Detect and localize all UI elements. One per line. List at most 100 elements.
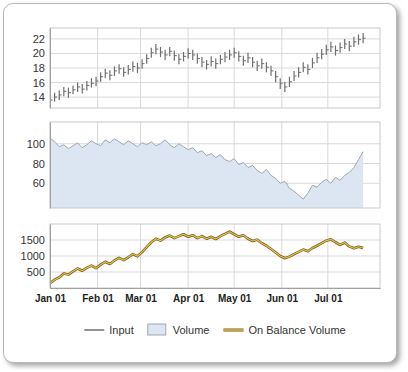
- close-tick: [202, 62, 205, 63]
- close-tick: [234, 52, 237, 53]
- y-tick-label: 14: [33, 91, 45, 103]
- close-tick: [266, 67, 269, 68]
- y-tick-label: 20: [33, 47, 45, 59]
- grid-line-x: [188, 224, 189, 288]
- y-tick-label: 18: [33, 62, 45, 74]
- grid-line-x: [188, 28, 189, 108]
- x-tick: Jan 01: [35, 288, 67, 304]
- y-axis-line: [50, 225, 51, 289]
- close-tick: [207, 64, 210, 65]
- close-tick: [147, 58, 150, 59]
- close-tick: [308, 69, 311, 70]
- legend-swatch-outline: [223, 329, 243, 332]
- y-tick: 16: [33, 77, 50, 89]
- grid-line-y: [50, 82, 380, 83]
- y-tick: 100: [27, 138, 50, 150]
- chart: 14 16 18 20 22 60 80 100 500 1000 1500 Jan 01 Feb 01…: [0, 0, 408, 372]
- close-tick: [312, 62, 315, 63]
- grid-line-x: [97, 224, 98, 288]
- close-tick: [128, 69, 131, 70]
- close-tick: [248, 57, 251, 58]
- legend-item: On Balance Volume: [223, 324, 345, 336]
- close-tick: [280, 83, 283, 84]
- close-tick: [276, 76, 279, 77]
- x-tick-label: Feb 01: [82, 293, 114, 304]
- panel: 60 80 100: [27, 122, 380, 209]
- line-outline: [50, 232, 363, 284]
- close-tick: [211, 61, 214, 62]
- close-tick: [225, 57, 228, 58]
- y-tick-label: 22: [33, 33, 45, 45]
- close-tick: [165, 54, 168, 55]
- y-tick-label: 500: [27, 266, 45, 278]
- close-tick: [299, 72, 302, 73]
- plot-frame: [50, 122, 380, 208]
- y-axis-line: [50, 29, 51, 109]
- close-tick: [101, 76, 104, 77]
- grid-line-x: [327, 28, 328, 108]
- close-tick: [303, 67, 306, 68]
- x-tick-label: Jun 01: [266, 293, 298, 304]
- close-tick: [289, 81, 292, 82]
- close-tick: [253, 62, 256, 63]
- close-tick: [96, 81, 99, 82]
- x-tick-label: May 01: [218, 293, 252, 304]
- x-tick-label: Jul 01: [314, 293, 343, 304]
- close-tick: [317, 57, 320, 58]
- grid-line-x: [97, 28, 98, 108]
- close-tick: [257, 65, 260, 66]
- x-tick: Mar 01: [125, 288, 157, 304]
- close-tick: [349, 46, 352, 47]
- y-tick: 80: [33, 158, 50, 170]
- legend-swatch: [148, 324, 166, 335]
- y-tick-label: 16: [33, 77, 45, 89]
- x-tick-label: Mar 01: [125, 293, 157, 304]
- data: [50, 33, 366, 104]
- close-tick: [239, 56, 242, 57]
- close-tick: [363, 38, 366, 39]
- grid-line-x: [281, 28, 282, 108]
- y-tick: 60: [33, 177, 50, 189]
- close-tick: [124, 72, 127, 73]
- close-tick: [68, 92, 71, 93]
- close-tick: [119, 68, 122, 69]
- grid-line-y: [50, 53, 380, 54]
- grid-line-x: [140, 224, 141, 288]
- close-tick: [64, 91, 67, 92]
- y-tick: 14: [33, 91, 50, 103]
- close-tick: [151, 52, 154, 53]
- close-tick: [359, 39, 362, 40]
- plot-background: [50, 28, 380, 108]
- close-tick: [142, 63, 145, 64]
- grid: [50, 122, 380, 208]
- panel: 14 16 18 20 22: [33, 28, 380, 109]
- close-tick: [137, 68, 140, 69]
- y-tick-label: 80: [33, 158, 45, 170]
- legend: InputVolumeOn Balance Volume: [84, 324, 345, 336]
- close-tick: [220, 59, 223, 60]
- close-tick: [262, 63, 265, 64]
- close-tick: [354, 41, 357, 42]
- close-tick: [174, 55, 177, 56]
- close-tick: [105, 73, 108, 74]
- y-tick-label: 1500: [21, 234, 45, 246]
- grid-line-y: [50, 97, 380, 98]
- x-axis-line: [51, 288, 381, 289]
- y-tick: 1000: [21, 250, 50, 262]
- close-tick: [197, 58, 200, 59]
- x-tick: Apr 01: [173, 288, 205, 304]
- plot-frame: [50, 28, 380, 108]
- close-tick: [87, 85, 90, 86]
- x-tick-label: Jan 01: [35, 293, 67, 304]
- close-tick: [294, 76, 297, 77]
- area-edge: [50, 138, 363, 199]
- y-axis: 60 80 100: [27, 123, 51, 209]
- y-tick: 20: [33, 47, 50, 59]
- close-tick: [156, 49, 159, 50]
- close-tick: [340, 47, 343, 48]
- close-tick: [114, 70, 117, 71]
- data: [50, 232, 363, 284]
- legend-item: Input: [84, 324, 133, 336]
- x-tick-label: Apr 01: [173, 293, 205, 304]
- close-tick: [331, 46, 334, 47]
